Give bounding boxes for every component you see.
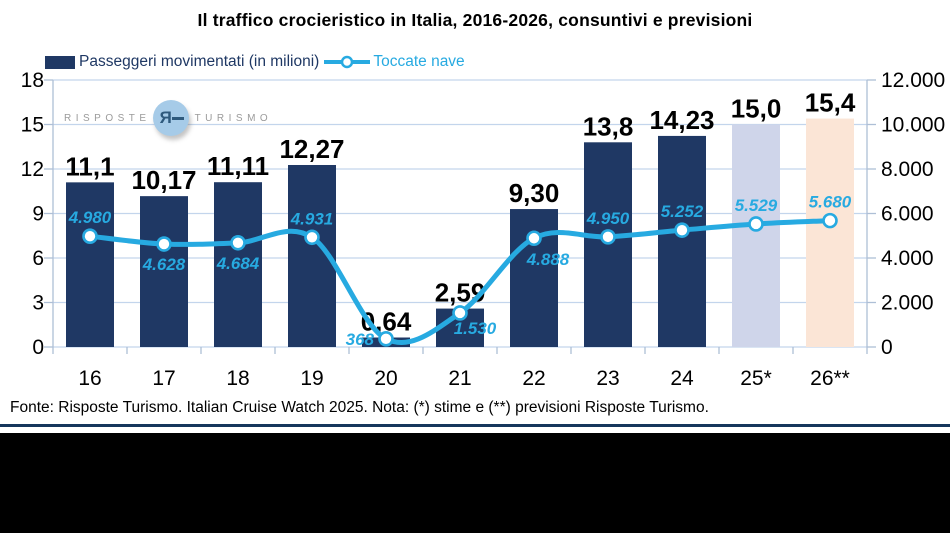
- bar-value-label: 9,30: [509, 178, 560, 208]
- right-axis-tick-label: 10.000: [881, 114, 945, 137]
- logo-dash: [171, 117, 184, 120]
- right-axis-tick-label: 6.000: [881, 203, 934, 226]
- line-marker: [304, 229, 320, 246]
- x-axis-category-label: 23: [596, 367, 619, 390]
- source-note: Fonte: Risposte Turismo. Italian Cruise …: [10, 399, 709, 416]
- bar-series-swatch: [45, 55, 75, 69]
- x-axis-category-label: 20: [374, 367, 397, 390]
- line-marker: [526, 230, 542, 247]
- line-value-label: 4.684: [216, 254, 260, 273]
- right-axis-tick-label: 0: [881, 336, 893, 359]
- left-axis-tick-label: 15: [21, 114, 44, 137]
- chart-title: Il traffico crocieristico in Italia, 201…: [197, 10, 753, 30]
- left-axis-tick-label: 6: [32, 247, 44, 270]
- x-axis-category-label: 16: [78, 367, 101, 390]
- bar-series-label: Passeggeri movimentati (in milioni): [79, 53, 320, 70]
- line-value-label: 5.680: [809, 193, 852, 212]
- line-series-label: Toccate nave: [373, 53, 465, 70]
- x-axis-category-label: 26**: [810, 367, 850, 390]
- bar-value-label: 15,0: [731, 94, 782, 124]
- line-value-label: 5.252: [661, 202, 704, 221]
- bar-value-label: 10,17: [131, 165, 196, 195]
- bar: [214, 182, 262, 347]
- bar-value-label: 11,1: [65, 151, 114, 181]
- risposte-turismo-watermark: RISPOSTE Я TURISMO: [64, 100, 272, 136]
- watermark-text-right: TURISMO: [194, 112, 273, 124]
- bar: [510, 209, 558, 347]
- divider-rule: [0, 424, 950, 427]
- x-axis-category-label: 25*: [740, 367, 772, 390]
- logo-monogram: Я: [159, 108, 172, 127]
- letterbox-band: [0, 433, 950, 533]
- x-axis-category-label: 18: [226, 367, 249, 390]
- line-series-marker-icon: [324, 55, 371, 69]
- x-axis-category-label: 17: [152, 367, 175, 390]
- x-axis-category-label: 21: [448, 367, 471, 390]
- bar: [732, 124, 780, 347]
- line-value-label: 4.980: [68, 208, 112, 227]
- bar: [140, 196, 188, 347]
- line-marker: [82, 228, 98, 244]
- line-marker: [230, 234, 246, 251]
- right-axis-tick-label: 4.000: [881, 247, 934, 270]
- bar: [658, 135, 706, 347]
- bar-value-label: 14,23: [649, 105, 714, 135]
- bar-value-label: 11,11: [207, 151, 269, 181]
- right-axis-tick-label: 2.000: [881, 292, 934, 315]
- right-axis-tick-label: 12.000: [881, 69, 945, 92]
- line-marker: [748, 216, 764, 232]
- left-axis-tick-label: 3: [32, 292, 44, 315]
- line-marker: [452, 305, 468, 321]
- line-value-label: 4.950: [586, 209, 630, 228]
- bar-value-label: 15,4: [805, 88, 856, 118]
- line-value-label: 368: [346, 330, 375, 349]
- bar-value-label: 2,59: [435, 278, 486, 308]
- line-value-label: 4.628: [142, 255, 186, 274]
- x-axis-category-label: 24: [670, 367, 694, 390]
- bar-value-label: 12,27: [279, 134, 344, 164]
- line-marker: [156, 236, 172, 252]
- line-marker: [822, 212, 838, 229]
- risposte-turismo-logo-icon: Я: [152, 100, 189, 136]
- bar: [806, 118, 854, 347]
- line-value-label: 4.931: [290, 209, 334, 228]
- left-axis-tick-label: 9: [32, 203, 44, 226]
- line-marker: [674, 222, 690, 238]
- right-axis-tick-label: 8.000: [881, 158, 934, 181]
- bar-value-label: 13,8: [583, 111, 634, 141]
- line-value-label: 1.530: [454, 319, 497, 338]
- line-marker: [600, 229, 616, 245]
- left-axis-tick-label: 12: [21, 158, 44, 181]
- watermark-text-left: RISPOSTE: [64, 112, 151, 124]
- legend: Passeggeri movimentati (in milioni) Tocc…: [45, 53, 465, 71]
- bar: [66, 182, 114, 347]
- line-value-label: 4.888: [526, 250, 570, 269]
- line-value-label: 5.529: [735, 196, 778, 215]
- combo-chart: 0 0 3 2.000 6 4.000 9 6.000 12 8.000 15 10.000 18 12.…: [21, 69, 946, 390]
- x-axis-category-label: 22: [522, 367, 545, 390]
- left-axis-tick-label: 18: [21, 69, 44, 92]
- line-marker: [378, 331, 394, 347]
- left-axis-tick-label: 0: [32, 336, 44, 359]
- x-axis-category-label: 19: [300, 367, 323, 390]
